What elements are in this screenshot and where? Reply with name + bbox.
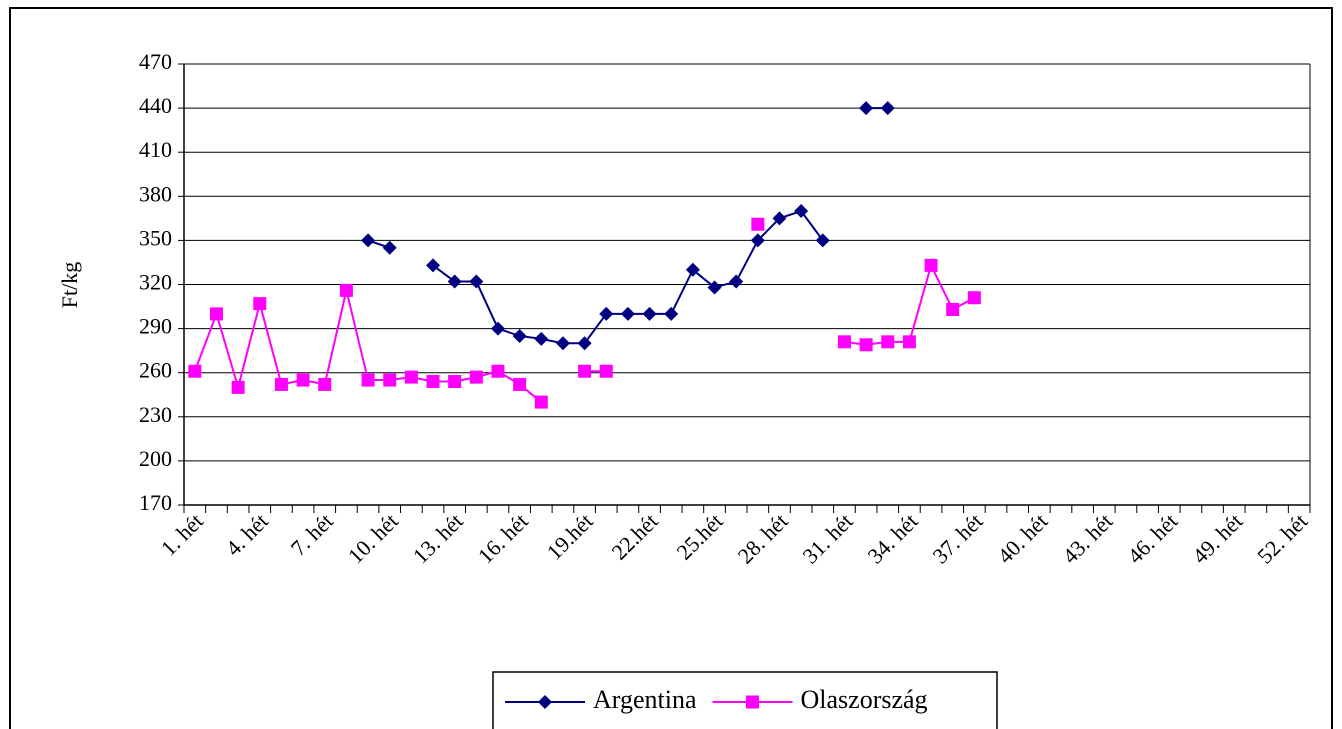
point	[578, 364, 592, 378]
point	[253, 297, 267, 311]
point	[555, 336, 570, 351]
y-tick-label: 170	[139, 490, 172, 515]
point	[383, 373, 397, 387]
point	[209, 307, 223, 321]
point	[881, 335, 895, 349]
point	[880, 101, 895, 116]
point	[902, 335, 916, 349]
point	[426, 375, 440, 389]
point	[599, 364, 613, 378]
point	[188, 364, 202, 378]
point	[448, 375, 462, 389]
point	[274, 377, 288, 391]
point	[815, 233, 830, 248]
point	[426, 258, 441, 273]
point	[946, 302, 960, 316]
legend-label: Argentina	[593, 685, 697, 714]
point	[924, 258, 938, 272]
legend-box	[492, 671, 998, 729]
y-tick-label: 290	[139, 314, 172, 339]
point	[361, 373, 375, 387]
point	[642, 306, 657, 321]
point	[794, 204, 809, 218]
point	[513, 377, 527, 391]
point	[859, 101, 874, 116]
point	[296, 373, 310, 387]
y-tick-label: 380	[139, 181, 172, 206]
y-tick-label: 410	[139, 137, 172, 162]
point	[751, 217, 765, 231]
y-tick-label: 320	[139, 270, 172, 295]
point	[772, 211, 787, 226]
chart-border	[9, 7, 1333, 729]
point	[664, 306, 679, 321]
point	[512, 328, 527, 343]
y-tick-label: 200	[139, 446, 172, 471]
point	[967, 291, 981, 305]
point	[231, 380, 245, 394]
y-tick-label: 440	[139, 93, 172, 118]
y-tick-label: 260	[139, 358, 172, 383]
point	[404, 370, 418, 384]
point	[339, 283, 353, 297]
point	[534, 395, 548, 409]
point	[620, 306, 635, 321]
point	[859, 338, 873, 352]
point	[469, 274, 484, 289]
point	[534, 331, 549, 346]
y-axis-label: Ft/kg	[57, 262, 82, 308]
legend-marker	[538, 695, 552, 709]
point	[729, 274, 744, 289]
point	[491, 364, 505, 378]
point	[382, 240, 397, 255]
point	[361, 233, 376, 248]
point	[707, 280, 722, 295]
point	[490, 321, 505, 336]
legend-marker	[746, 695, 759, 709]
legend-label: Olaszország	[801, 685, 928, 714]
point	[685, 262, 700, 277]
y-tick-label: 470	[139, 49, 172, 74]
point	[469, 370, 483, 384]
point	[599, 306, 614, 321]
y-tick-label: 230	[139, 402, 172, 427]
point	[577, 336, 592, 351]
point	[318, 377, 332, 391]
point	[750, 233, 765, 248]
point	[447, 274, 462, 289]
point	[837, 335, 851, 349]
y-tick-label: 350	[139, 225, 172, 250]
